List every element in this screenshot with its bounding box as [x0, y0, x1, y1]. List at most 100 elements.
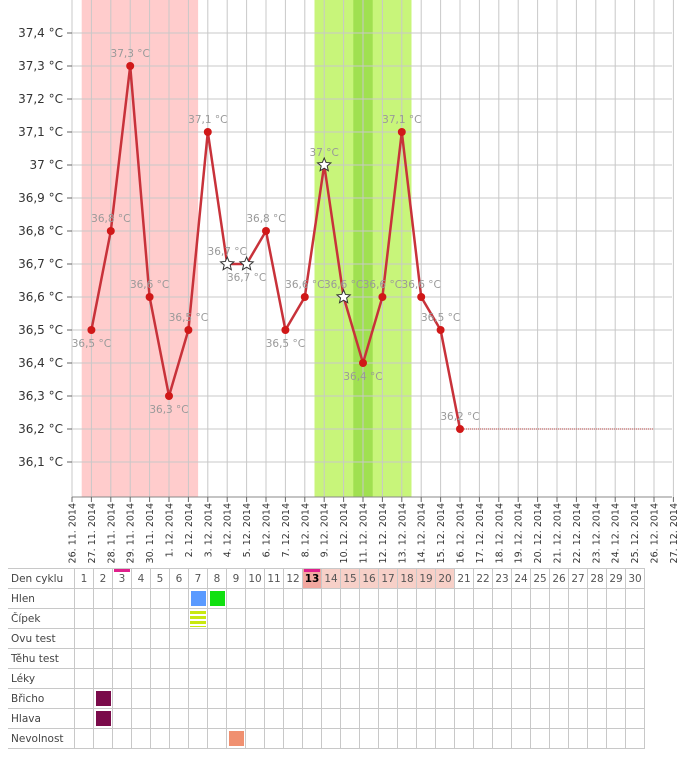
entry-cell[interactable]	[131, 728, 151, 749]
cycle-day-cell[interactable]: 5	[150, 568, 170, 589]
entry-cell[interactable]	[340, 728, 360, 749]
entry-cell[interactable]	[112, 608, 132, 629]
entry-cell[interactable]	[606, 648, 626, 669]
cycle-day-cell[interactable]: 4	[131, 568, 151, 589]
entry-cell[interactable]	[74, 728, 94, 749]
cycle-day-cell[interactable]: 27	[568, 568, 588, 589]
entry-cell[interactable]	[473, 668, 493, 689]
entry-cell[interactable]	[321, 688, 341, 709]
entry-cell[interactable]	[435, 668, 455, 689]
cycle-day-cell[interactable]: 8	[207, 568, 227, 589]
entry-cell[interactable]	[74, 608, 94, 629]
entry-cell[interactable]	[625, 688, 645, 709]
entry-cell[interactable]	[587, 728, 607, 749]
cycle-day-cell[interactable]: 12	[283, 568, 303, 589]
entry-cell[interactable]	[264, 588, 284, 609]
entry-cell[interactable]	[568, 668, 588, 689]
entry-cell[interactable]	[378, 688, 398, 709]
entry-cell[interactable]	[492, 668, 512, 689]
cycle-day-cell[interactable]: 14	[321, 568, 341, 589]
cycle-day-cell[interactable]: 1	[74, 568, 94, 589]
entry-cell[interactable]	[530, 668, 550, 689]
entry-cell[interactable]	[207, 588, 227, 609]
entry-cell[interactable]	[131, 628, 151, 649]
entry-cell[interactable]	[188, 648, 208, 669]
cycle-day-cell[interactable]: 16	[359, 568, 379, 589]
entry-cell[interactable]	[112, 648, 132, 669]
entry-cell[interactable]	[207, 648, 227, 669]
entry-cell[interactable]	[207, 728, 227, 749]
entry-cell[interactable]	[283, 628, 303, 649]
entry-cell[interactable]	[226, 728, 246, 749]
entry-cell[interactable]	[321, 608, 341, 629]
entry-cell[interactable]	[454, 728, 474, 749]
entry-cell[interactable]	[74, 708, 94, 729]
entry-cell[interactable]	[131, 708, 151, 729]
entry-cell[interactable]	[245, 668, 265, 689]
entry-cell[interactable]	[150, 728, 170, 749]
cycle-day-cell[interactable]: 22	[473, 568, 493, 589]
entry-cell[interactable]	[283, 688, 303, 709]
entry-cell[interactable]	[492, 588, 512, 609]
entry-cell[interactable]	[340, 648, 360, 669]
entry-cell[interactable]	[150, 668, 170, 689]
entry-cell[interactable]	[169, 648, 189, 669]
entry-cell[interactable]	[378, 648, 398, 669]
entry-cell[interactable]	[359, 628, 379, 649]
entry-cell[interactable]	[492, 608, 512, 629]
entry-cell[interactable]	[112, 628, 132, 649]
entry-cell[interactable]	[321, 588, 341, 609]
entry-cell[interactable]	[283, 608, 303, 629]
cycle-day-cell[interactable]: 30	[625, 568, 645, 589]
entry-cell[interactable]	[93, 688, 113, 709]
entry-cell[interactable]	[397, 608, 417, 629]
entry-cell[interactable]	[264, 668, 284, 689]
entry-cell[interactable]	[606, 668, 626, 689]
entry-cell[interactable]	[245, 728, 265, 749]
entry-cell[interactable]	[511, 608, 531, 629]
cycle-day-cell[interactable]: 26	[549, 568, 569, 589]
entry-cell[interactable]	[283, 728, 303, 749]
entry-cell[interactable]	[473, 628, 493, 649]
cycle-day-cell[interactable]: 13	[302, 568, 322, 589]
entry-cell[interactable]	[245, 588, 265, 609]
entry-cell[interactable]	[625, 628, 645, 649]
entry-cell[interactable]	[226, 648, 246, 669]
entry-cell[interactable]	[150, 708, 170, 729]
entry-cell[interactable]	[207, 708, 227, 729]
entry-cell[interactable]	[587, 688, 607, 709]
entry-cell[interactable]	[397, 588, 417, 609]
entry-cell[interactable]	[207, 608, 227, 629]
entry-cell[interactable]	[473, 708, 493, 729]
entry-cell[interactable]	[378, 728, 398, 749]
entry-cell[interactable]	[397, 648, 417, 669]
entry-cell[interactable]	[625, 728, 645, 749]
entry-cell[interactable]	[226, 708, 246, 729]
entry-cell[interactable]	[93, 628, 113, 649]
entry-cell[interactable]	[454, 628, 474, 649]
entry-cell[interactable]	[359, 728, 379, 749]
entry-cell[interactable]	[112, 688, 132, 709]
entry-cell[interactable]	[264, 688, 284, 709]
entry-cell[interactable]	[131, 588, 151, 609]
entry-cell[interactable]	[625, 608, 645, 629]
entry-cell[interactable]	[188, 728, 208, 749]
entry-cell[interactable]	[473, 728, 493, 749]
cycle-day-cell[interactable]: 2	[93, 568, 113, 589]
entry-cell[interactable]	[549, 648, 569, 669]
entry-cell[interactable]	[169, 588, 189, 609]
entry-cell[interactable]	[74, 648, 94, 669]
entry-cell[interactable]	[606, 708, 626, 729]
entry-cell[interactable]	[511, 688, 531, 709]
cycle-day-cell[interactable]: 15	[340, 568, 360, 589]
entry-cell[interactable]	[340, 668, 360, 689]
entry-cell[interactable]	[397, 668, 417, 689]
entry-cell[interactable]	[473, 608, 493, 629]
entry-cell[interactable]	[188, 708, 208, 729]
entry-cell[interactable]	[530, 708, 550, 729]
entry-cell[interactable]	[302, 608, 322, 629]
entry-cell[interactable]	[587, 608, 607, 629]
entry-cell[interactable]	[302, 688, 322, 709]
entry-cell[interactable]	[416, 668, 436, 689]
cycle-day-cell[interactable]: 24	[511, 568, 531, 589]
